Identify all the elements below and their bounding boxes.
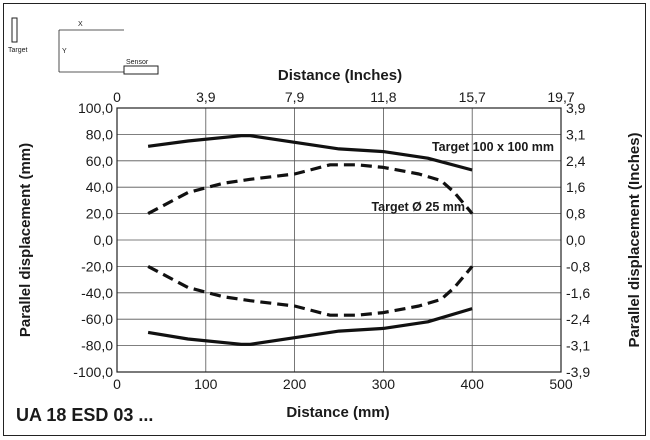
inset-target-shape bbox=[11, 17, 18, 43]
x-axis-title: Distance (mm) bbox=[286, 404, 389, 421]
inset-target-label: Target bbox=[8, 47, 28, 54]
series-label-target-100: Target 100 x 100 mm bbox=[432, 140, 554, 154]
x-tick-label-4: 400 bbox=[461, 376, 485, 392]
y-tick-label-10: -100,0 bbox=[73, 364, 113, 380]
series-0-lower-line bbox=[147, 307, 473, 346]
series-group bbox=[147, 134, 474, 346]
x2-tick-labels: 0 3,9 7,9 11,8 15,7 19,7 bbox=[113, 89, 575, 105]
series-1-lower-line bbox=[147, 264, 474, 317]
plot-area-border bbox=[116, 107, 562, 373]
y2-tick-label-7: -1,6 bbox=[566, 285, 590, 301]
y-tick-label-4: 20,0 bbox=[86, 206, 113, 222]
y-tick-label-0: 100,0 bbox=[78, 100, 113, 116]
y2-tick-label-8: -2,4 bbox=[566, 311, 590, 327]
y-tick-label-8: -60,0 bbox=[81, 311, 113, 327]
y-tick-label-7: -40,0 bbox=[81, 285, 113, 301]
y2-tick-label-4: 0,8 bbox=[566, 206, 586, 222]
y-tick-label-2: 60,0 bbox=[86, 153, 113, 169]
chart-frame bbox=[3, 3, 646, 436]
setup-diagram: Target X Y Sensor bbox=[8, 17, 159, 75]
y2-tick-label-1: 3,1 bbox=[566, 126, 586, 142]
y-axis-title: Parallel displacement (mm) bbox=[17, 143, 34, 337]
y-tick-labels: 100,0 80,0 60,0 40,0 20,0 0,0 -20,0 -40,0 -60,0 -… bbox=[73, 100, 113, 380]
x-tick-label-1: 100 bbox=[194, 376, 218, 392]
y2-tick-label-9: -3,1 bbox=[566, 338, 590, 354]
y2-tick-label-5: 0,0 bbox=[566, 232, 586, 248]
inset-x-label: X bbox=[78, 21, 83, 28]
x-tick-label-0: 0 bbox=[113, 376, 121, 392]
series-1-upper-line bbox=[147, 163, 474, 216]
x-tick-labels: 0 100 200 300 400 500 bbox=[113, 376, 573, 392]
x2-tick-label-4: 15,7 bbox=[459, 89, 486, 105]
x2-tick-label-3: 11,8 bbox=[370, 89, 396, 105]
inset-sensor-shape bbox=[123, 65, 159, 75]
x2-axis-title: Distance (Inches) bbox=[278, 67, 402, 84]
x2-tick-label-1: 3,9 bbox=[196, 89, 216, 105]
inset-sensor-label: Sensor bbox=[126, 59, 149, 66]
x-tick-label-3: 300 bbox=[372, 376, 396, 392]
x2-tick-label-0: 0 bbox=[113, 89, 121, 105]
x2-tick-label-5: 19,7 bbox=[547, 89, 574, 105]
y2-tick-labels: 3,9 3,1 2,4 1,6 0,8 0,0 -0,8 -1,6 -2,4 -3,1 -3,9 bbox=[566, 100, 590, 380]
y-tick-label-1: 80,0 bbox=[86, 126, 113, 142]
series-label-target-25: Target Ø 25 mm bbox=[371, 200, 465, 214]
y-tick-label-5: 0,0 bbox=[94, 232, 114, 248]
x-tick-label-2: 200 bbox=[283, 376, 307, 392]
plot-border bbox=[116, 107, 562, 373]
x-tick-label-5: 500 bbox=[549, 376, 573, 392]
y-tick-label-6: -20,0 bbox=[81, 258, 113, 274]
y2-tick-label-10: -3,9 bbox=[566, 364, 590, 380]
y-tick-label-9: -80,0 bbox=[81, 338, 113, 354]
y2-axis-title: Parallel displacement (Inches) bbox=[626, 132, 643, 347]
model-label: UA 18 ESD 03 ... bbox=[16, 405, 153, 425]
y2-tick-label-2: 2,4 bbox=[566, 153, 586, 169]
y2-tick-label-3: 1,6 bbox=[566, 179, 586, 195]
y2-tick-label-6: -0,8 bbox=[566, 258, 590, 274]
x2-tick-label-2: 7,9 bbox=[285, 89, 305, 105]
inset-y-label: Y bbox=[62, 48, 67, 55]
y-tick-label-3: 40,0 bbox=[86, 179, 113, 195]
series-0-upper-line bbox=[147, 134, 473, 172]
y2-tick-label-0: 3,9 bbox=[566, 100, 586, 116]
